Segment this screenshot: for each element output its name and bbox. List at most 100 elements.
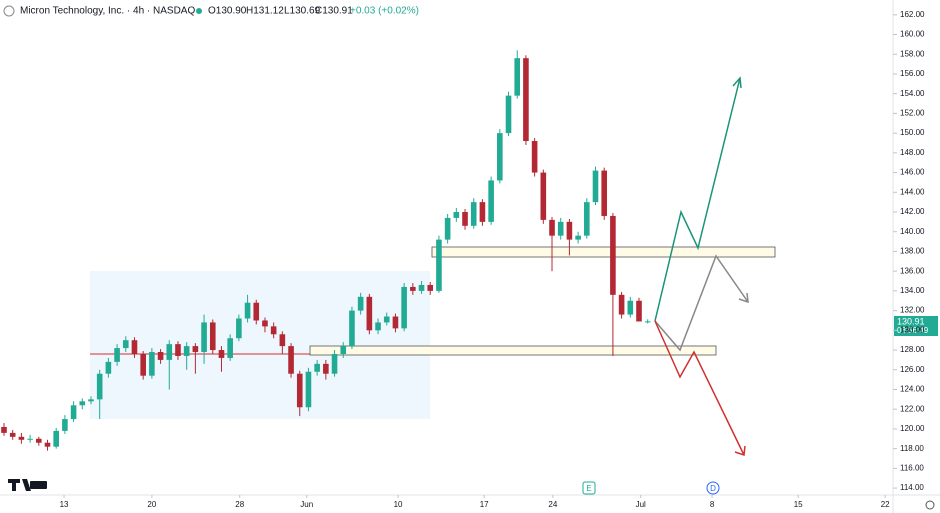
candle-body [557,221,564,236]
candle-body [453,212,460,218]
volume-profile-range [90,271,430,419]
candle-body [505,95,512,134]
candle-body [53,430,59,447]
x-tick-label: 17 [480,500,489,509]
ohlc-open: O130.90 [208,6,247,17]
y-tick-label: 134.00 [900,286,925,295]
status-dot [196,8,202,14]
candle-body [418,284,425,291]
settings-icon[interactable] [925,500,935,510]
candle-body [1,426,7,433]
candle-body [244,302,251,319]
candle-body [18,436,25,440]
countdown: 03:56:49 [897,326,929,335]
candle-body [44,442,51,447]
candle-body [366,296,373,331]
candle-body [209,322,216,351]
candle-body [644,321,651,323]
y-tick-label: 130.00 [900,325,925,334]
y-tick-label: 160.00 [900,30,925,39]
y-tick-label: 126.00 [900,365,925,374]
candle-body [584,202,590,236]
candle-body [227,338,233,358]
ohlc-close: C130.91 [315,6,353,17]
candle-body [401,286,407,329]
pro-badge [30,481,47,489]
candle-body [549,219,555,236]
dividend-marker[interactable] [706,481,720,495]
candle-body [375,322,381,331]
y-tick-label: 150.00 [900,128,925,137]
candle-body [305,371,312,408]
candle-body [9,432,16,437]
tv-logo [8,479,31,491]
neutral-scenario-arrow [654,254,749,352]
candle-body [201,322,207,353]
candle-body [314,363,320,372]
candle-body [331,353,338,374]
candle-body [618,294,625,315]
candle-body [279,334,286,347]
candle-body [88,399,94,402]
candle-body [566,221,573,240]
x-tick-label: 8 [710,500,715,509]
candle-body [383,316,390,323]
candle-body [601,170,608,216]
candle-body [79,401,86,406]
candle-body [479,202,486,222]
x-tick-label: 28 [235,500,244,509]
y-tick-label: 156.00 [900,69,925,78]
candle-body [157,352,164,360]
support-zone [309,345,717,356]
candle-body [218,350,225,358]
x-tick-label: 24 [548,500,557,509]
candle-body [27,438,33,440]
x-tick-label: 20 [147,500,156,509]
candle-body [323,363,329,374]
candle-body [436,239,442,291]
candle-body [140,353,146,376]
y-tick-label: 148.00 [900,148,925,157]
x-tick-label: 22 [881,500,890,509]
y-tick-label: 120.00 [900,424,925,433]
candle-body [262,320,268,327]
resistance-zone [431,246,776,258]
last-price: 130.91 [897,316,925,326]
arrow-head [734,445,746,457]
y-tick-label: 124.00 [900,385,925,394]
y-tick-label: 162.00 [900,10,925,19]
candle-body [357,296,364,311]
candle-body [149,352,155,376]
candle-body [592,170,599,203]
earnings-marker[interactable] [582,481,596,495]
x-tick-label: 10 [394,500,403,509]
y-tick-label: 116.00 [900,463,924,472]
candle-body [514,58,521,96]
x-tick-label: Jul [636,500,646,509]
symbol: Micron Technology, Inc. · 4h · NASDAQ [20,6,195,17]
y-tick-label: 114.00 [900,483,924,492]
dividend-label: D [710,484,716,493]
candle-body [627,300,634,315]
candle-body [427,284,434,291]
y-tick-label: 142.00 [900,207,925,216]
candle-body [523,58,529,142]
arrow-head [738,292,749,304]
y-tick-label: 154.00 [900,89,925,98]
y-tick-label: 132.00 [900,306,925,315]
y-tick-label: 122.00 [900,404,925,413]
candle-body [296,373,303,408]
earnings-label: E [586,484,591,493]
y-tick-label: 146.00 [900,168,925,177]
y-tick-label: 152.00 [900,109,925,118]
candle-body [340,346,347,354]
ohlc-low: L130.69 [284,6,321,17]
ohlc-high: H131.12 [246,6,284,17]
x-tick-label: Jun [300,500,313,509]
candle-body [462,212,468,226]
y-tick-label: 128.00 [900,345,925,354]
candle-body [392,316,399,329]
candle-body [470,202,477,226]
